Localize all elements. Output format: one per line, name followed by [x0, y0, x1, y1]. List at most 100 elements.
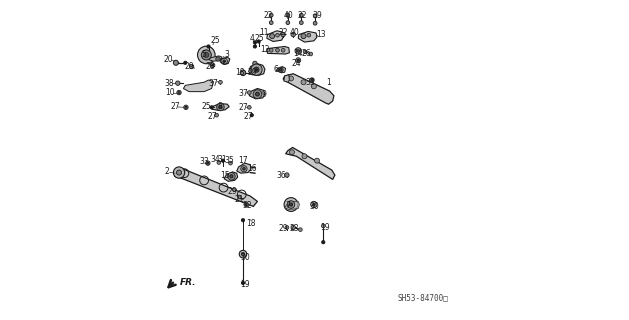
Polygon shape: [267, 46, 289, 54]
Polygon shape: [224, 172, 238, 181]
Text: 15: 15: [220, 171, 230, 180]
Text: 8: 8: [218, 102, 222, 111]
Polygon shape: [209, 56, 222, 61]
Circle shape: [247, 91, 251, 94]
Circle shape: [269, 13, 273, 17]
Text: 22: 22: [298, 11, 308, 20]
Circle shape: [321, 224, 325, 228]
Polygon shape: [220, 57, 230, 64]
Circle shape: [211, 64, 213, 66]
Circle shape: [301, 34, 306, 39]
Text: 25: 25: [255, 34, 264, 43]
Text: 10: 10: [165, 88, 174, 97]
Text: 18: 18: [235, 68, 245, 77]
Polygon shape: [237, 163, 251, 173]
Text: 25: 25: [211, 36, 220, 45]
Circle shape: [240, 70, 246, 76]
Text: 36: 36: [277, 171, 286, 180]
Text: 40: 40: [284, 11, 294, 20]
Text: 27: 27: [208, 112, 218, 121]
Circle shape: [242, 252, 245, 256]
Text: 2: 2: [164, 167, 169, 176]
Text: 31: 31: [217, 156, 227, 164]
Circle shape: [269, 21, 273, 25]
Circle shape: [301, 80, 306, 85]
Polygon shape: [248, 63, 265, 75]
Circle shape: [313, 21, 317, 25]
Circle shape: [285, 173, 289, 177]
Text: 19: 19: [321, 223, 330, 232]
Polygon shape: [276, 67, 286, 73]
Circle shape: [299, 228, 303, 231]
Text: 5: 5: [202, 50, 206, 59]
Circle shape: [243, 168, 245, 170]
Polygon shape: [298, 31, 317, 42]
Circle shape: [241, 166, 247, 172]
Circle shape: [299, 13, 303, 17]
Circle shape: [295, 48, 301, 54]
Circle shape: [311, 201, 317, 208]
Circle shape: [174, 60, 179, 65]
Circle shape: [278, 67, 283, 72]
Text: 19: 19: [240, 280, 250, 289]
Circle shape: [255, 92, 259, 96]
Circle shape: [217, 161, 221, 164]
Circle shape: [311, 84, 316, 89]
Text: 6: 6: [274, 65, 279, 74]
Text: 33: 33: [199, 157, 209, 166]
Polygon shape: [286, 148, 335, 180]
Circle shape: [286, 13, 290, 17]
Circle shape: [184, 105, 188, 109]
Circle shape: [184, 61, 187, 64]
Circle shape: [289, 203, 292, 206]
Text: 27: 27: [170, 102, 180, 111]
Circle shape: [247, 105, 251, 109]
Circle shape: [296, 58, 301, 63]
Text: 40: 40: [289, 28, 299, 37]
Circle shape: [291, 32, 296, 37]
Polygon shape: [285, 201, 299, 210]
Circle shape: [269, 48, 273, 52]
Text: 23: 23: [289, 224, 299, 233]
Circle shape: [302, 154, 307, 159]
Circle shape: [253, 45, 257, 48]
Circle shape: [253, 90, 262, 99]
Text: 22: 22: [264, 11, 273, 20]
Circle shape: [204, 52, 209, 58]
Text: 7: 7: [286, 201, 290, 210]
Text: 37: 37: [209, 79, 218, 88]
Circle shape: [310, 78, 314, 82]
Circle shape: [206, 161, 210, 165]
Circle shape: [309, 52, 313, 56]
Text: 34: 34: [211, 156, 221, 164]
Text: 11: 11: [260, 28, 269, 37]
Polygon shape: [284, 75, 289, 82]
Text: 14: 14: [293, 49, 303, 58]
Circle shape: [281, 32, 286, 37]
Circle shape: [254, 67, 259, 72]
Circle shape: [216, 57, 220, 61]
Circle shape: [177, 170, 182, 175]
Circle shape: [255, 69, 257, 71]
Text: 32: 32: [242, 201, 252, 210]
Circle shape: [270, 34, 275, 39]
Circle shape: [174, 167, 185, 178]
Circle shape: [281, 48, 285, 52]
Text: 30: 30: [240, 253, 250, 262]
Circle shape: [289, 76, 294, 81]
Text: 39: 39: [313, 11, 323, 20]
Text: 29: 29: [184, 62, 194, 71]
Text: 29: 29: [228, 188, 237, 196]
Text: 27: 27: [238, 103, 248, 112]
Text: 38: 38: [165, 79, 174, 88]
Circle shape: [289, 150, 294, 155]
Polygon shape: [267, 31, 284, 42]
Text: 35: 35: [225, 156, 234, 165]
Text: 9: 9: [262, 90, 267, 99]
Circle shape: [299, 21, 303, 25]
Circle shape: [307, 33, 311, 37]
Text: 3: 3: [225, 51, 229, 60]
Circle shape: [313, 14, 317, 18]
Circle shape: [223, 60, 225, 62]
Polygon shape: [174, 168, 257, 206]
